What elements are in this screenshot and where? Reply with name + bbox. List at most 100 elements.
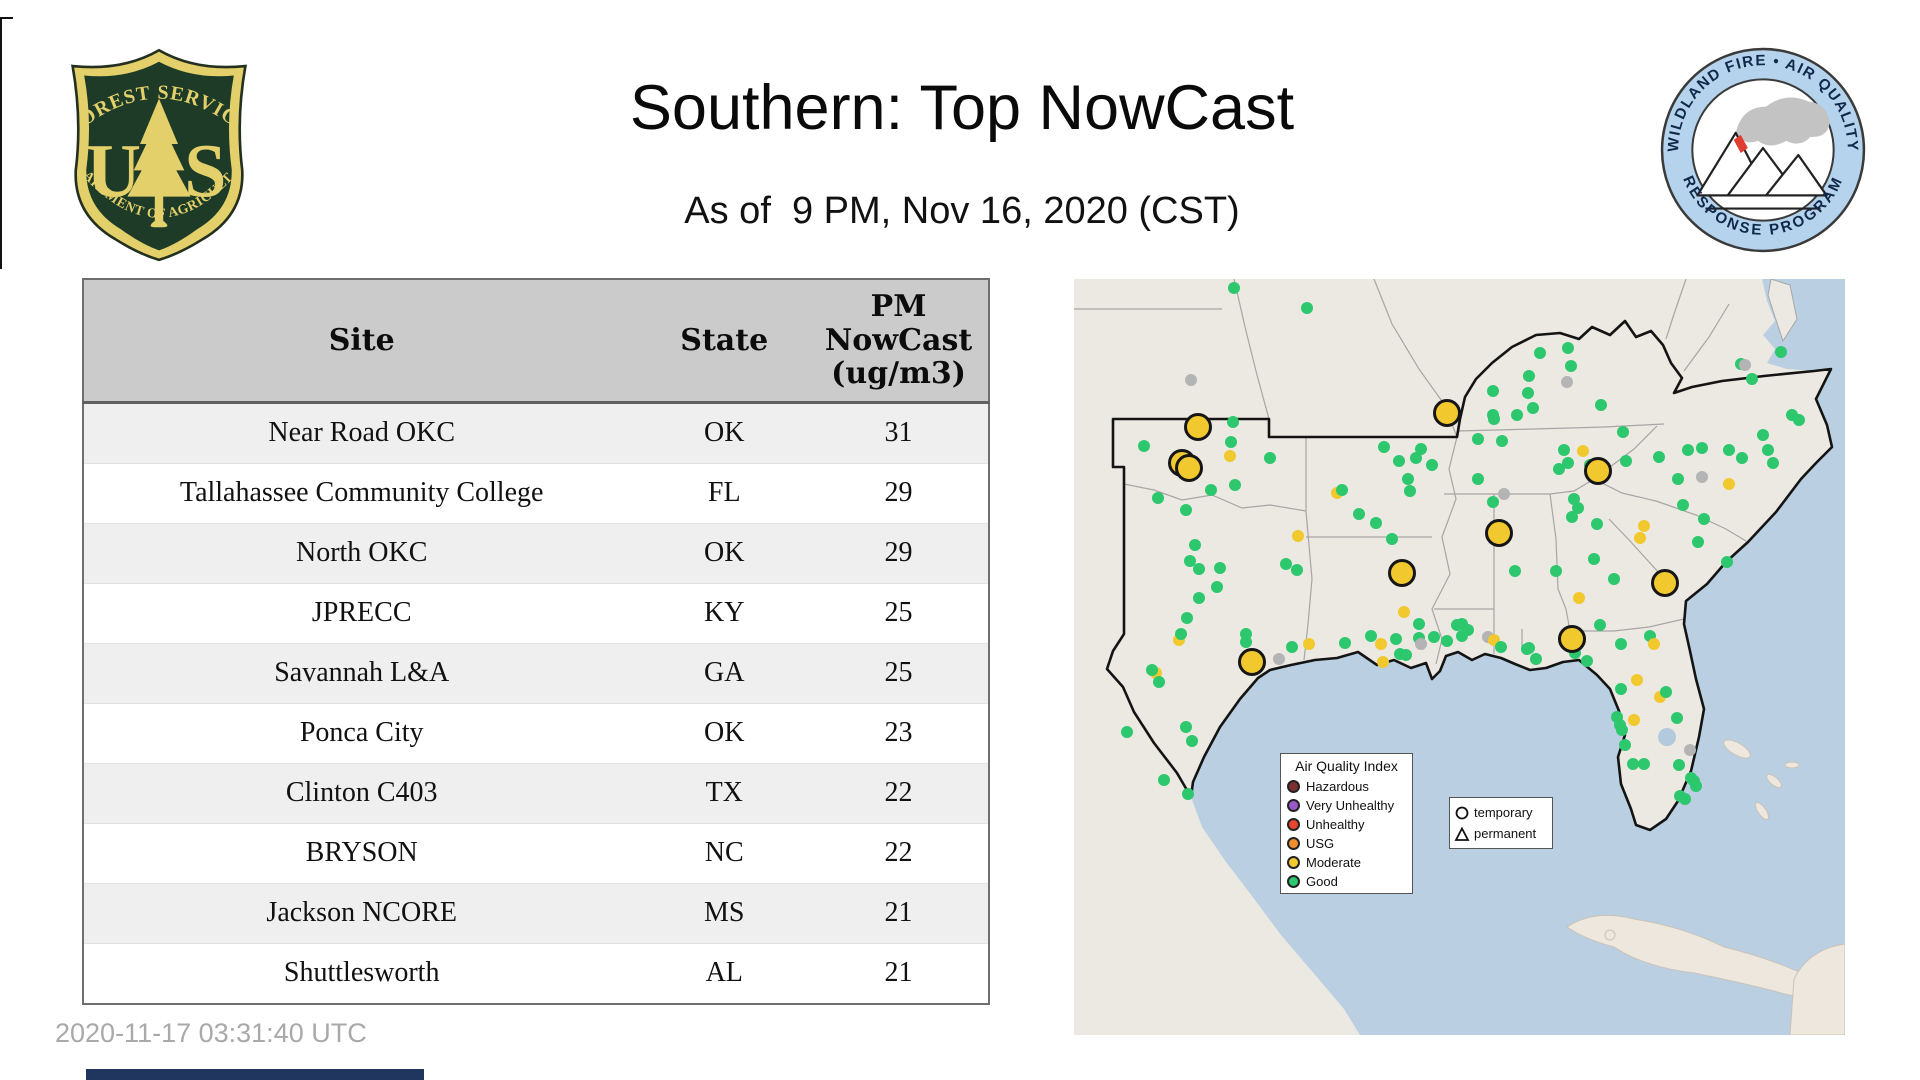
aqi-legend-item: Good [1287,872,1406,891]
cell-state: FL [639,463,810,524]
monitor-dot [1365,630,1377,642]
temporary-monitor-marker [1584,457,1612,485]
monitor-dot [1240,628,1252,640]
temporary-monitor-marker [1238,648,1266,676]
map-lake-okeechobee [1658,728,1676,746]
monitor-dot [1225,436,1237,448]
monitor-dot [1616,724,1628,736]
monitor-dot [1152,492,1164,504]
monitor-dot [1273,653,1285,665]
marker-legend-label: temporary [1474,805,1533,820]
monitor-dot [1291,564,1303,576]
monitor-dot [1404,485,1416,497]
table-row: Ponca City OK 23 [83,703,989,764]
monitor-dot [1377,656,1389,668]
monitor-dot [1496,435,1508,447]
monitor-dot [1410,452,1422,464]
monitor-dot [1280,558,1292,570]
monitor-dot [1721,556,1733,568]
monitor-dot [1229,479,1241,491]
monitor-dot [1588,553,1600,565]
table-row: North OKC OK 29 [83,523,989,584]
monitor-dot [1581,655,1593,667]
monitor-dot [1523,642,1535,654]
generation-timestamp: 2020-11-17 03:31:40 UTC [55,1018,367,1048]
usfs-pine-tree-icon [127,98,191,228]
monitor-dot [1696,471,1708,483]
monitor-dot [1638,520,1650,532]
table-row: Jackson NCORE MS 21 [83,883,989,944]
temporary-monitor-marker [1558,625,1586,653]
temporary-monitor-markers [1168,399,1679,676]
monitor-dot [1696,442,1708,454]
map-islands [1566,739,1845,1035]
monitor-dot [1736,452,1748,464]
cell-state: AL [639,943,810,1005]
monitor-dot [1370,517,1382,529]
aqi-legend-item: Very Unhealthy [1287,796,1406,815]
table-row: BRYSON NC 22 [83,823,989,884]
aqi-legend-label: Unhealthy [1306,817,1365,832]
monitor-dot [1375,638,1387,650]
monitor-dot [1184,555,1196,567]
page-title: Southern: Top NowCast [629,73,1295,143]
cell-pm-nowcast: 22 [809,763,989,824]
aqi-legend: Air Quality Index Hazardous Very Unhealth… [1280,753,1413,894]
monitor-dot [1684,744,1696,756]
aqi-legend-label: USG [1306,836,1335,851]
table-row: Savannah L&A GA 25 [83,643,989,704]
temporary-monitor-marker [1184,413,1212,441]
monitor-dot [1158,774,1170,786]
monitor-dot [1336,484,1348,496]
monitor-dot [1498,488,1510,500]
cell-pm-nowcast: 29 [809,523,989,584]
sites-table-body: Near Road OKC OK 31 Tallahassee Community C… [83,402,989,1005]
monitor-dot [1572,502,1584,514]
col-header-state: State [639,279,810,404]
monitor-dot [1428,631,1440,643]
aqi-map: Air Quality Index Hazardous Very Unhealth… [1074,279,1845,1035]
monitor-dot [1648,638,1660,650]
monitor-dot [1677,499,1689,511]
cell-pm-nowcast: 25 [809,583,989,644]
cell-state: NC [639,823,810,884]
monitor-dot [1495,641,1507,653]
monitor-dot [1615,638,1627,650]
monitor-dot [1566,511,1578,523]
cell-pm-nowcast: 29 [809,463,989,524]
monitor-dot [1638,758,1650,770]
table-row: JPRECC KY 25 [83,583,989,644]
cell-state: GA [639,643,810,704]
table-header-row: Site State PM NowCast (ug/m3) [83,279,989,404]
monitor-dot [1488,413,1500,425]
monitor-dot [1415,638,1427,650]
window-edge-line [0,17,2,269]
monitor-dot [1553,463,1565,475]
monitor-dot [1193,563,1205,575]
monitor-dot [1378,441,1390,453]
monitor-dot [1138,440,1150,452]
monitor-dot [1180,721,1192,733]
monitor-dot [1739,359,1751,371]
cell-site: JPRECC [83,583,640,644]
cell-pm-nowcast: 25 [809,643,989,704]
map-region-boundary [1105,319,1834,832]
monitor-dot [1628,714,1640,726]
monitor-dot [1690,780,1702,792]
map-delmarva [1767,279,1798,343]
temporary-monitor-marker [1433,399,1461,427]
monitor-dot [1413,618,1425,630]
monitor-dot [1619,739,1631,751]
cell-site: North OKC [83,523,640,584]
monitor-dot [1673,759,1685,771]
monitor-dot [1264,452,1276,464]
monitor-dot [1121,726,1133,738]
aqi-legend-item: USG [1287,834,1406,853]
map-canvas [1074,279,1845,1035]
monitor-dot [1181,612,1193,624]
marker-legend-row-permanent: permanent [1454,823,1548,844]
monitor-dot [1615,683,1627,695]
monitor-dot [1390,633,1402,645]
cell-site: Savannah L&A [83,643,640,704]
